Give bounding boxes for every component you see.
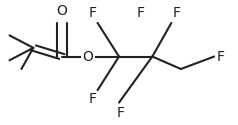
Text: O: O bbox=[82, 50, 94, 64]
Text: F: F bbox=[173, 6, 181, 20]
Text: F: F bbox=[173, 6, 182, 20]
Text: F: F bbox=[137, 6, 146, 20]
Text: O: O bbox=[56, 4, 68, 18]
Text: F: F bbox=[115, 106, 125, 120]
Text: O: O bbox=[56, 4, 67, 18]
Text: F: F bbox=[137, 6, 145, 20]
Text: F: F bbox=[217, 50, 225, 64]
Text: F: F bbox=[88, 6, 96, 20]
Text: O: O bbox=[83, 50, 94, 64]
Text: F: F bbox=[87, 92, 96, 106]
Text: F: F bbox=[116, 106, 124, 120]
Text: F: F bbox=[217, 50, 226, 64]
Text: F: F bbox=[88, 92, 96, 106]
Text: F: F bbox=[87, 6, 96, 20]
